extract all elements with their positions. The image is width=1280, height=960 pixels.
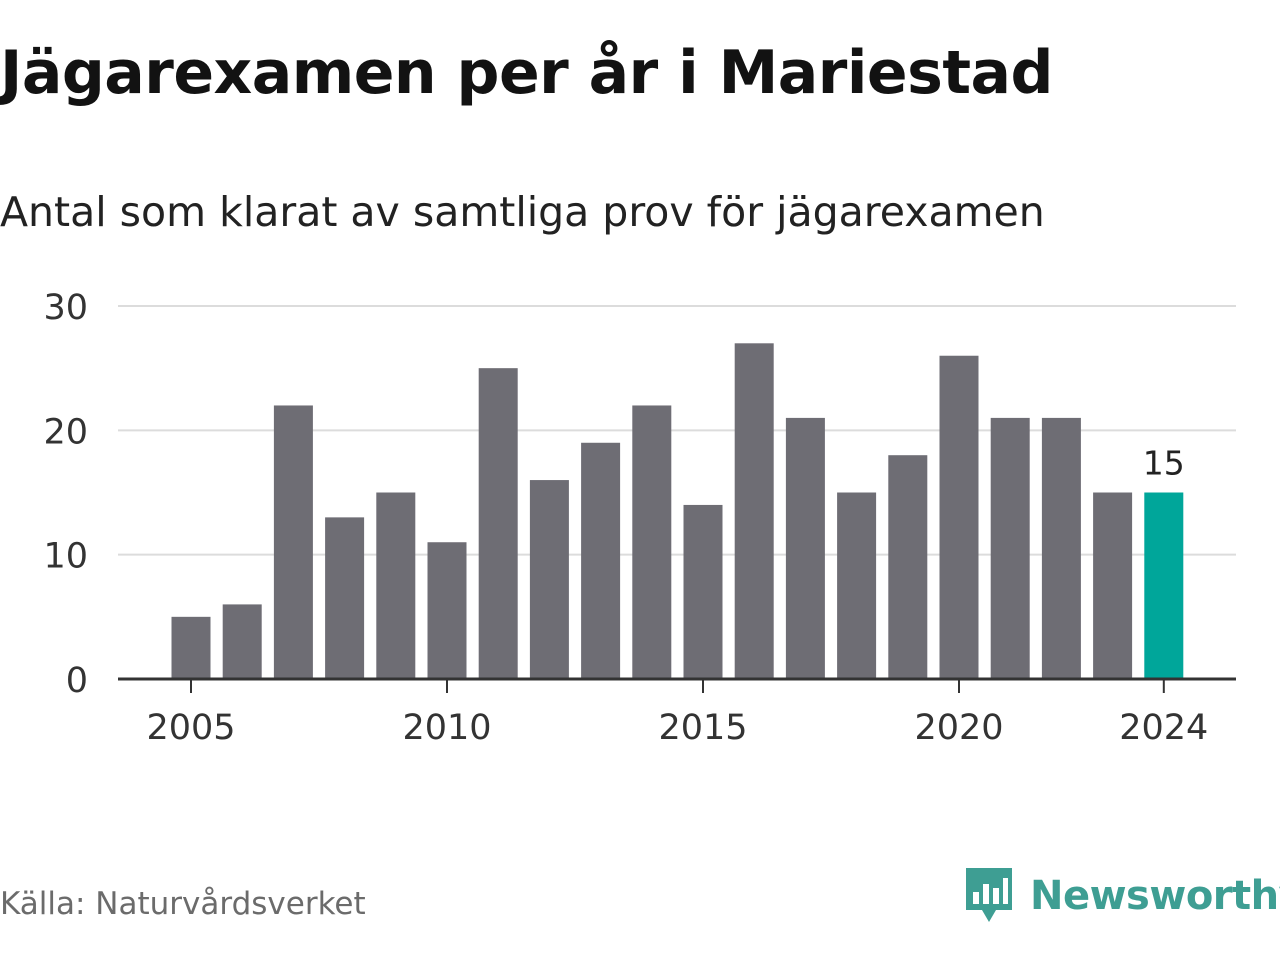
bar-highlight: [1144, 492, 1184, 679]
chart-subtitle: Antal som klarat av samtliga prov för jä…: [0, 188, 1045, 236]
y-tick-label: 0: [66, 661, 88, 701]
x-tick-label: 2020: [914, 708, 1003, 748]
bar: [529, 480, 569, 679]
bar: [1041, 417, 1081, 679]
bar: [273, 405, 313, 679]
bar: [785, 417, 825, 679]
source-note: Källa: Naturvårdsverket: [0, 886, 366, 922]
data-label: 15: [1143, 444, 1185, 483]
bar: [734, 343, 774, 679]
bar: [171, 616, 211, 679]
x-tick-label: 2005: [146, 708, 235, 748]
bar: [325, 517, 365, 679]
brand-name: Newsworthy: [1030, 873, 1280, 919]
bar: [990, 417, 1030, 679]
x-tick-label: 2010: [402, 708, 491, 748]
bar: [888, 455, 928, 679]
x-tick-label: 2024: [1119, 708, 1208, 748]
bar: [376, 492, 416, 679]
bar: [939, 355, 979, 679]
y-tick-label: 20: [43, 412, 88, 452]
bar: [632, 405, 672, 679]
bar-chart-speech-bubble-icon: [966, 868, 1012, 922]
bar: [478, 368, 518, 679]
bar: [222, 604, 262, 679]
bar: [1093, 492, 1133, 679]
bar: [837, 492, 877, 679]
x-tick-label: 2015: [658, 708, 747, 748]
bar: [581, 442, 621, 679]
bar: [427, 542, 467, 679]
bar: [683, 504, 723, 679]
chart-title: Jägarexamen per år i Mariestad: [0, 38, 1053, 108]
y-tick-label: 30: [43, 288, 88, 328]
y-tick-label: 10: [43, 537, 88, 577]
brand-logo: Newsworthy: [964, 864, 1280, 928]
